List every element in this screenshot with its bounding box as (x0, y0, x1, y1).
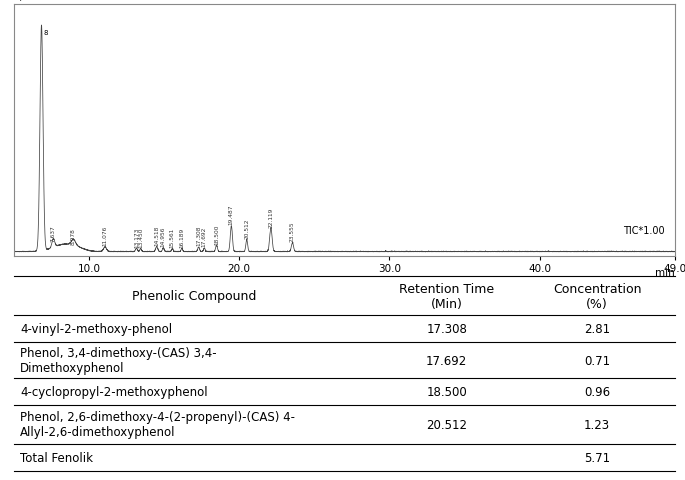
Text: Phenol, 3,4-dimethoxy-(CAS) 3,4-
Dimethoxyphenol: Phenol, 3,4-dimethoxy-(CAS) 3,4- Dimetho… (21, 346, 217, 374)
Text: 584,020: 584,020 (1, 0, 42, 2)
Text: 5.71: 5.71 (584, 451, 610, 464)
Text: 18.500: 18.500 (426, 385, 467, 398)
Text: 17.692: 17.692 (202, 227, 207, 247)
Text: Total Fenolik: Total Fenolik (21, 451, 93, 464)
Text: 22.119: 22.119 (269, 207, 273, 227)
Text: 20.512: 20.512 (245, 218, 249, 239)
Text: 7.637: 7.637 (51, 225, 55, 242)
Text: 17.308: 17.308 (426, 323, 467, 336)
Text: 8.978: 8.978 (71, 228, 76, 245)
Text: 4-vinyl-2-methoxy-phenol: 4-vinyl-2-methoxy-phenol (21, 323, 173, 336)
Text: 0.71: 0.71 (584, 354, 610, 367)
Text: Retention Time
(Min): Retention Time (Min) (399, 282, 495, 310)
Text: 20.512: 20.512 (426, 418, 467, 431)
Text: 11.076: 11.076 (103, 226, 108, 246)
Text: Phenolic Compound: Phenolic Compound (132, 289, 256, 302)
Text: 17.692: 17.692 (426, 354, 467, 367)
Text: TIC*1.00: TIC*1.00 (623, 226, 665, 236)
Text: Concentration
(%): Concentration (%) (553, 282, 641, 310)
Text: 14.518: 14.518 (154, 225, 159, 245)
Text: Phenol, 2,6-dimethoxy-4-(2-propenyl)-(CAS) 4-
Allyl-2,6-dimethoxyphenol: Phenol, 2,6-dimethoxy-4-(2-propenyl)-(CA… (21, 410, 295, 439)
Text: 18.500: 18.500 (214, 224, 219, 244)
Text: 23.555: 23.555 (290, 221, 295, 241)
Text: 13.450: 13.450 (138, 227, 143, 248)
Text: 17.308: 17.308 (196, 226, 201, 246)
Text: 16.189: 16.189 (179, 227, 184, 247)
Text: 15.561: 15.561 (170, 228, 175, 248)
Text: 1.23: 1.23 (584, 418, 610, 431)
Text: 14.956: 14.956 (161, 227, 166, 247)
Text: 4-cyclopropyl-2-methoxyphenol: 4-cyclopropyl-2-methoxyphenol (21, 385, 208, 398)
Text: 19.487: 19.487 (229, 204, 234, 225)
Text: 13.173: 13.173 (134, 227, 139, 247)
Text: 0.96: 0.96 (584, 385, 610, 398)
Text: 8: 8 (44, 30, 48, 36)
Text: min: min (655, 267, 675, 277)
Text: 2.81: 2.81 (584, 323, 610, 336)
